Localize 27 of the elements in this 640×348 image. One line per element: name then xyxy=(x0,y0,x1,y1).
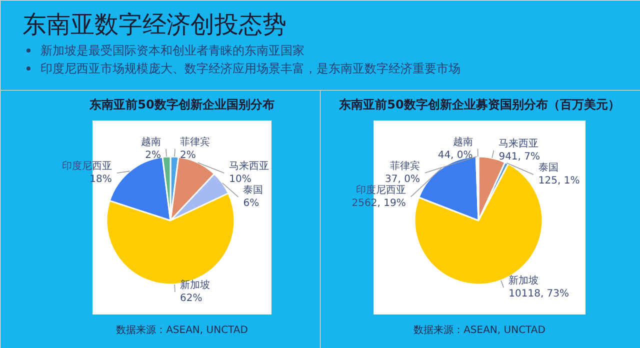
text: 印度尼西亚市场规模庞大、数字经济应用场景丰富，是东南亚数字经济重要市场 xyxy=(40,62,460,76)
data-label: 2% xyxy=(180,150,196,161)
data-label: 2% xyxy=(145,150,162,161)
text: 新加坡是最受国际资本和创业者青睐的东南亚国家 xyxy=(40,44,304,58)
slice-label: 菲律宾 xyxy=(180,136,210,148)
slice-label: 越南 xyxy=(141,136,161,148)
slice-label: 马来西亚 xyxy=(229,160,270,172)
source-note: 数据来源：ASEAN, UNCTAD xyxy=(116,324,248,336)
slice-label: 泰国 xyxy=(538,162,558,174)
slice-label: 新加坡 xyxy=(180,279,210,292)
data-label: 125, 1% xyxy=(538,175,580,186)
data-label: 44, 0% xyxy=(438,150,473,161)
slice-label: 越南 xyxy=(452,136,473,148)
data-label: 6% xyxy=(243,198,260,209)
data-label: 941, 7% xyxy=(498,151,540,162)
slice-label: 新加坡 xyxy=(508,274,539,287)
chart-title: 东南亚前50数字创新企业募资国别分布（百万美元） xyxy=(338,98,620,112)
data-label: 10118, 73% xyxy=(508,288,570,300)
chart-title: 东南亚前50数字创新企业国别分布 xyxy=(88,98,274,112)
data-label: 10% xyxy=(229,174,252,185)
text: 东南亚数字经济创投态势 xyxy=(22,10,286,38)
slice-label: 菲律宾 xyxy=(390,160,420,172)
slice-label: 马来西亚 xyxy=(498,137,539,150)
data-label: 62% xyxy=(180,293,202,304)
slice-label: 泰国 xyxy=(243,184,264,196)
data-label: 37, 0% xyxy=(385,174,420,185)
source-note: 数据来源：ASEAN, UNCTAD xyxy=(414,324,546,336)
